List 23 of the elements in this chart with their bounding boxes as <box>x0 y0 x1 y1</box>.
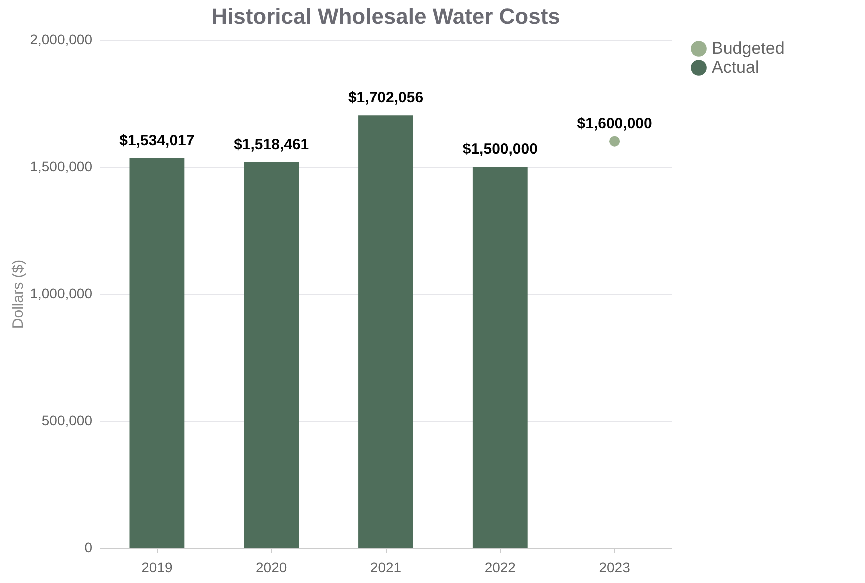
y-tick-label: 1,500,000 <box>30 158 93 174</box>
x-tick-label: 2022 <box>484 560 516 576</box>
y-tick-label: 500,000 <box>42 412 93 428</box>
data-label: $1,534,017 <box>120 132 195 150</box>
data-label: $1,518,461 <box>234 136 310 154</box>
data-label: $1,500,000 <box>462 141 538 158</box>
legend-label: Actual <box>712 58 760 77</box>
data-label: $1,702,056 <box>348 90 424 107</box>
bar <box>130 158 185 548</box>
x-tick-label: 2020 <box>256 560 288 576</box>
x-tick-label: 2019 <box>142 560 173 576</box>
y-tick-label: 1,000,000 <box>30 286 93 302</box>
bar <box>472 167 528 548</box>
x-tick-label: 2023 <box>599 560 631 576</box>
y-axis-title: Dollars ($) <box>10 260 28 330</box>
y-tick-label: 2,000,000 <box>30 32 93 48</box>
bar <box>358 116 414 548</box>
legend-label: Budgeted <box>712 39 785 58</box>
y-tick-label: 0 <box>84 540 93 556</box>
chart-title: Historical Wholesale Water Costs <box>212 4 560 29</box>
x-tick-label: 2021 <box>370 560 402 576</box>
data-label: $1,600,000 <box>577 116 652 133</box>
bar <box>244 162 300 548</box>
